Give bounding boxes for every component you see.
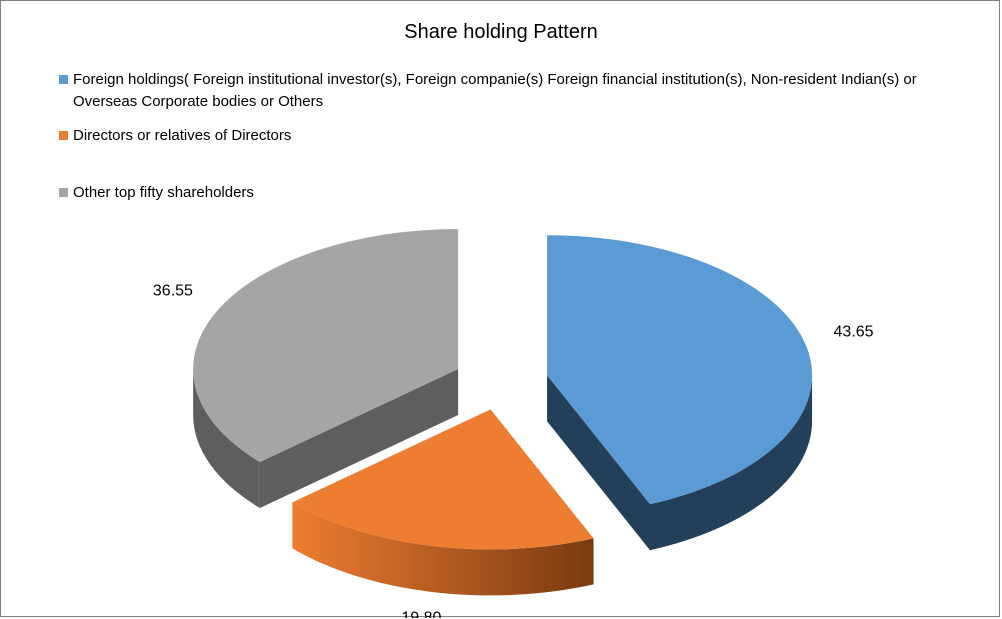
pie-slice-top-foreign-holdings (547, 235, 813, 505)
legend-item-other-top-fifty: Other top fifty shareholders (59, 182, 254, 204)
pie-slice-top-directors (292, 409, 594, 550)
chart-title: Share holding Pattern (404, 21, 598, 43)
legend-swatch-directors (59, 131, 68, 140)
pie-slice-foreign-holdings (547, 235, 813, 551)
legend-label-directors: Directors or relatives of Directors (73, 127, 292, 144)
pie-slice-wall-foreign-holdings (650, 375, 813, 551)
pie-slice-wall-directors (292, 502, 594, 596)
pie-slice-face-other-top-fifty (259, 369, 459, 508)
legend-item-foreign-holdings: Foreign holdings( Foreign institutional … (59, 69, 953, 113)
legend-label-foreign-holdings: Foreign holdings( Foreign institutional … (73, 71, 917, 110)
pie-slice-directors (292, 409, 594, 596)
legend-item-directors: Directors or relatives of Directors (59, 125, 292, 147)
legend-label-other-top-fifty: Other top fifty shareholders (73, 184, 254, 201)
legend-swatch-other-top-fifty (59, 188, 68, 197)
data-label-other-top-fifty: 36.55 (153, 282, 193, 299)
pie-slice-face-foreign-holdings (547, 375, 651, 551)
data-label-foreign-holdings: 43.65 (834, 323, 874, 340)
pie-slice-other-top-fifty (193, 229, 459, 508)
pie-slice-top-other-top-fifty (193, 229, 459, 462)
legend-swatch-foreign-holdings (59, 75, 68, 84)
data-label-directors: 19.80 (401, 610, 441, 618)
pie-slice-wall-other-top-fifty (193, 369, 260, 508)
